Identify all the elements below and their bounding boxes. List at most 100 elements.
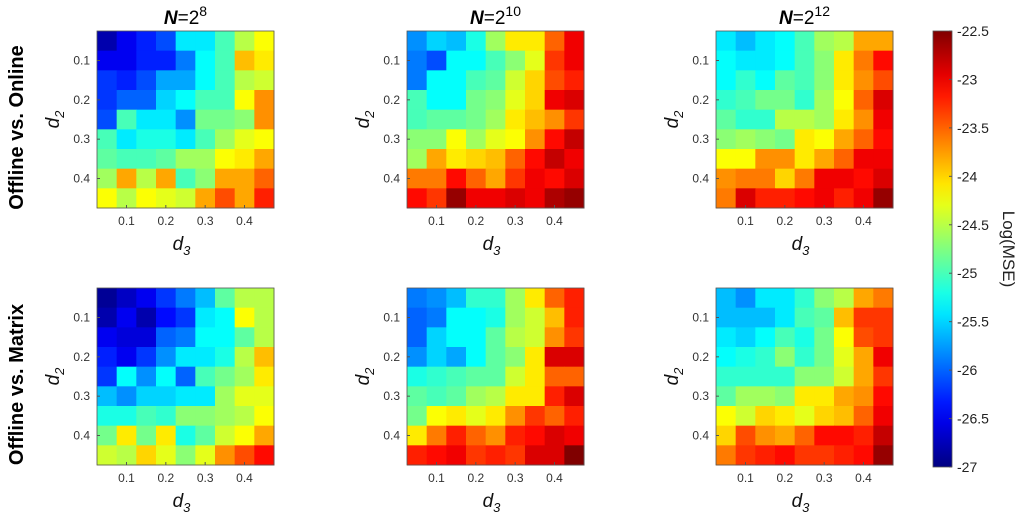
heatmap-cell [136,90,157,111]
colorbar-label: Log(MSE) [999,211,1018,288]
heatmap-cell [254,90,275,111]
heatmap-cell [505,149,526,170]
heatmap-cell [426,149,447,170]
heatmap-cell [446,347,467,368]
heatmap-cell [466,188,487,209]
heatmap-cell [755,327,776,348]
heatmap-cell [446,70,467,91]
heatmap-cell [254,129,275,150]
heatmap-cell [716,327,737,348]
y-tick-label: 0.2 [383,350,400,364]
heatmap-cell [505,188,526,209]
heatmap-cell [407,327,428,348]
heatmap-cell [215,188,236,209]
heatmap-cell [716,149,737,170]
heatmap-cell [407,129,428,150]
colorbar-tick-label: -22.5 [957,23,989,39]
heatmap-cell [525,327,546,348]
heatmap-cell [814,445,835,466]
heatmap-cell [755,129,776,150]
heatmap-cell [466,288,487,309]
x-tick-label: 0.2 [467,214,484,228]
heatmap-cell [195,347,216,368]
colorbar-tick-label: -23 [957,71,977,87]
heatmap-cell [426,288,447,309]
heatmap-cell [775,366,796,387]
heatmap-cell [834,406,855,427]
y-tick-label: 0.1 [692,311,709,325]
heatmap-cell [716,366,737,387]
heatmap-cell [466,70,487,91]
heatmap-cell [156,327,177,348]
x-tick-label: 0.3 [507,214,524,228]
heatmap-cell [853,109,874,130]
heatmap-cell [485,109,506,130]
heatmap-cell [716,50,737,71]
heatmap-cell [505,168,526,189]
heatmap-cell [97,188,118,209]
heatmap-cell [873,70,894,91]
heatmap-cell [407,307,428,328]
heatmap-cell [234,327,255,348]
heatmap-cell [525,425,546,446]
heatmap-cell [775,425,796,446]
x-tick-label: 0.4 [546,214,563,228]
x-axis-label: d3 [792,234,811,258]
heatmap-cell [735,366,756,387]
heatmap-cell [735,386,756,407]
heatmap-cell [97,406,118,427]
heatmap-cell [156,425,177,446]
x-tick-label: 0.3 [197,471,214,485]
heatmap-cell [446,425,467,446]
heatmap-cell [485,386,506,407]
heatmap-cell [195,307,216,328]
heatmap-cell [156,188,177,209]
heatmap-cell [175,327,196,348]
x-axis-label-subscript: 3 [802,243,810,258]
heatmap-cell [485,70,506,91]
x-tick-label: 0.1 [737,214,754,228]
heatmap-cell [735,149,756,170]
heatmap-cell [116,31,137,52]
heatmap-cell [564,445,585,466]
heatmap-cell [407,109,428,130]
y-tick-label: 0.2 [692,93,709,107]
heatmap-cell [794,109,815,130]
heatmap-cell [446,90,467,111]
heatmap-cell [564,129,585,150]
heatmap-cell [735,307,756,328]
heatmap-cell [234,386,255,407]
heatmap-cell [466,366,487,387]
heatmap-cell [873,129,894,150]
heatmap-cell [775,307,796,328]
heatmap-cell [254,327,275,348]
heatmap-cell [716,70,737,91]
heatmap-cell [254,425,275,446]
heatmap-cell [407,406,428,427]
heatmap-cell [873,366,894,387]
heatmap-cell [136,327,157,348]
heatmap-cell [755,109,776,130]
heatmap-cell [234,188,255,209]
heatmap-cell [834,386,855,407]
y-axis-label-subscript: 2 [671,367,686,376]
heatmap-cell [446,188,467,209]
heatmap-cell [156,168,177,189]
heatmap-cell [254,109,275,130]
heatmap-cell [814,188,835,209]
heatmap-cell [156,288,177,309]
heatmap-cell [525,386,546,407]
heatmap-cell [525,168,546,189]
heatmap-cell [755,386,776,407]
x-tick-label: 0.2 [157,471,174,485]
heatmap-cell [834,307,855,328]
heatmap-cell [485,406,506,427]
heatmap-cell [564,327,585,348]
heatmap-cell [755,50,776,71]
y-tick-label: 0.4 [692,172,709,186]
heatmap-cell [873,386,894,407]
heatmap-cell [254,149,275,170]
y-tick-label: 0.1 [73,311,90,325]
heatmap-cell [466,50,487,71]
heatmap-cell [525,50,546,71]
